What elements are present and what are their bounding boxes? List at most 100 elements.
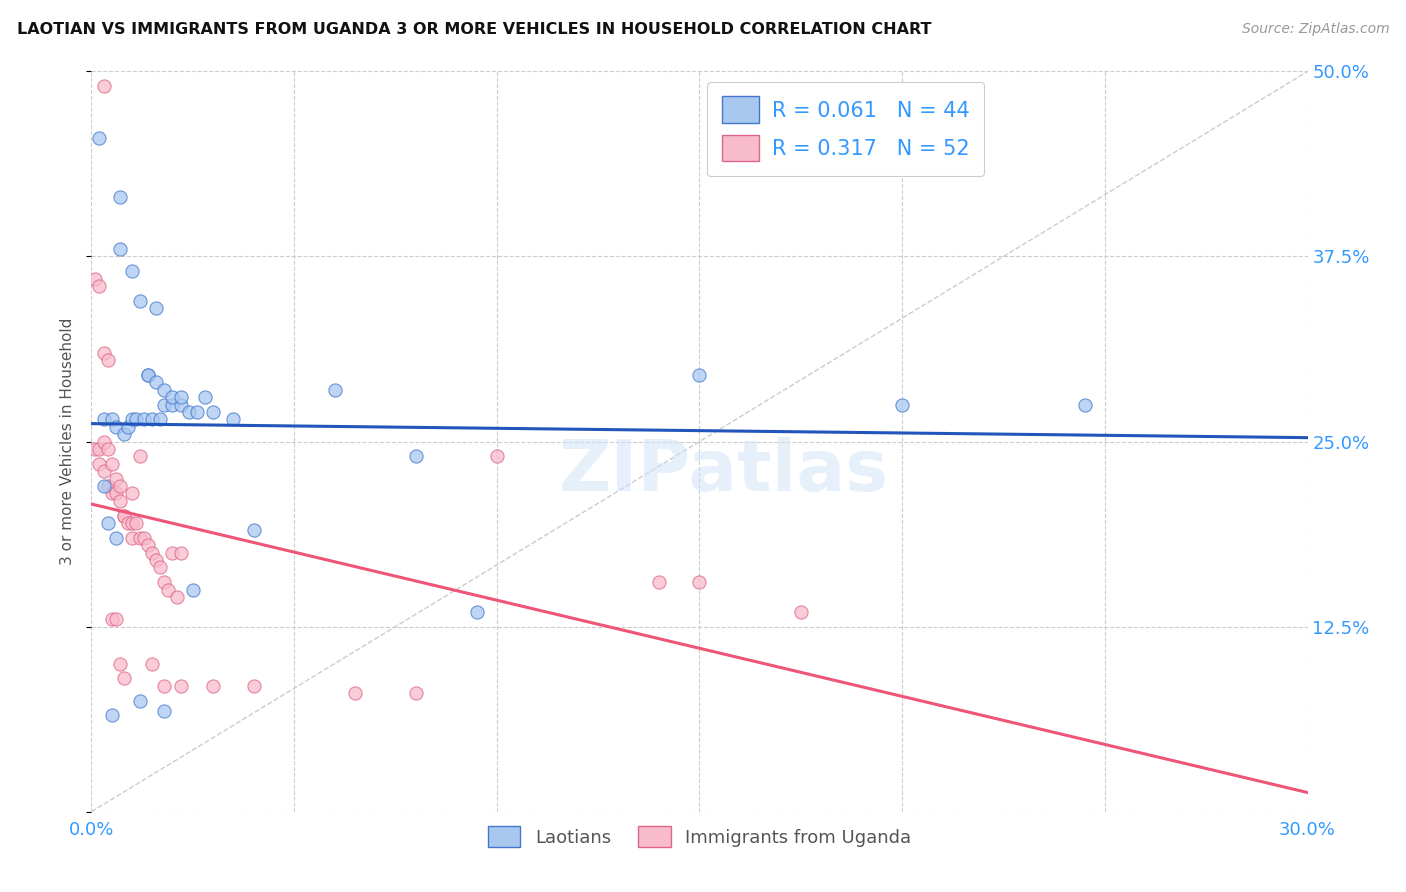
Point xyxy=(169,398,191,412)
Point xyxy=(648,575,671,590)
Point xyxy=(108,190,131,204)
Point xyxy=(688,575,710,590)
Point xyxy=(97,516,120,530)
Point xyxy=(485,450,508,464)
Point xyxy=(121,516,143,530)
Point xyxy=(162,390,184,404)
Point xyxy=(121,412,143,426)
Point xyxy=(117,516,139,530)
Point xyxy=(112,672,135,686)
Point xyxy=(141,412,163,426)
Point xyxy=(405,686,427,700)
Point xyxy=(89,279,111,293)
Point xyxy=(153,704,176,718)
Y-axis label: 3 or more Vehicles in Household: 3 or more Vehicles in Household xyxy=(60,318,76,566)
Point xyxy=(121,264,143,278)
Point xyxy=(97,442,120,456)
Point xyxy=(149,560,172,574)
Point xyxy=(108,242,131,256)
Point xyxy=(162,398,184,412)
Point xyxy=(145,553,167,567)
Point xyxy=(100,612,122,626)
Point xyxy=(129,293,152,308)
Point xyxy=(89,442,111,456)
Point xyxy=(157,582,180,597)
Point xyxy=(84,271,107,285)
Point xyxy=(149,412,172,426)
Point xyxy=(202,679,225,693)
Point xyxy=(125,516,148,530)
Point xyxy=(112,508,135,523)
Point xyxy=(169,679,191,693)
Point xyxy=(222,412,245,426)
Point xyxy=(93,412,115,426)
Point xyxy=(108,479,131,493)
Point xyxy=(153,679,176,693)
Point xyxy=(93,479,115,493)
Point xyxy=(132,412,155,426)
Point xyxy=(104,612,127,626)
Point xyxy=(104,471,127,485)
Point xyxy=(89,131,111,145)
Point xyxy=(145,376,167,390)
Point xyxy=(405,450,427,464)
Point xyxy=(100,708,122,723)
Point xyxy=(153,575,176,590)
Text: Source: ZipAtlas.com: Source: ZipAtlas.com xyxy=(1241,22,1389,37)
Point xyxy=(323,383,346,397)
Point xyxy=(162,546,184,560)
Point xyxy=(136,538,159,552)
Point xyxy=(100,412,122,426)
Point xyxy=(465,605,488,619)
Point xyxy=(343,686,366,700)
Point xyxy=(112,427,135,442)
Text: ZIPatlas: ZIPatlas xyxy=(558,437,889,506)
Point xyxy=(688,368,710,382)
Point xyxy=(242,524,264,538)
Point xyxy=(121,531,143,545)
Point xyxy=(129,450,152,464)
Point xyxy=(169,546,191,560)
Point xyxy=(790,605,813,619)
Point xyxy=(129,694,152,708)
Point xyxy=(84,442,107,456)
Point xyxy=(202,405,225,419)
Point xyxy=(125,412,148,426)
Point xyxy=(242,679,264,693)
Point xyxy=(181,582,204,597)
Point xyxy=(194,390,217,404)
Point xyxy=(93,434,115,449)
Point xyxy=(112,508,135,523)
Point xyxy=(93,345,115,359)
Point xyxy=(97,479,120,493)
Point xyxy=(104,419,127,434)
Point xyxy=(145,301,167,316)
Point xyxy=(100,457,122,471)
Point xyxy=(141,546,163,560)
Point xyxy=(104,531,127,545)
Point xyxy=(891,398,914,412)
Point xyxy=(169,390,191,404)
Point xyxy=(121,486,143,500)
Point xyxy=(89,457,111,471)
Point xyxy=(93,79,115,94)
Point xyxy=(100,486,122,500)
Point xyxy=(97,353,120,368)
Point xyxy=(93,464,115,478)
Point xyxy=(117,419,139,434)
Legend: Laotians, Immigrants from Uganda: Laotians, Immigrants from Uganda xyxy=(481,819,918,855)
Point xyxy=(177,405,200,419)
Point xyxy=(108,493,131,508)
Point xyxy=(136,368,159,382)
Point xyxy=(104,486,127,500)
Point xyxy=(166,590,188,604)
Point xyxy=(136,368,159,382)
Point xyxy=(108,657,131,671)
Point xyxy=(132,531,155,545)
Point xyxy=(186,405,208,419)
Point xyxy=(153,398,176,412)
Point xyxy=(153,383,176,397)
Point xyxy=(141,657,163,671)
Point xyxy=(1073,398,1095,412)
Text: LAOTIAN VS IMMIGRANTS FROM UGANDA 3 OR MORE VEHICLES IN HOUSEHOLD CORRELATION CH: LAOTIAN VS IMMIGRANTS FROM UGANDA 3 OR M… xyxy=(17,22,931,37)
